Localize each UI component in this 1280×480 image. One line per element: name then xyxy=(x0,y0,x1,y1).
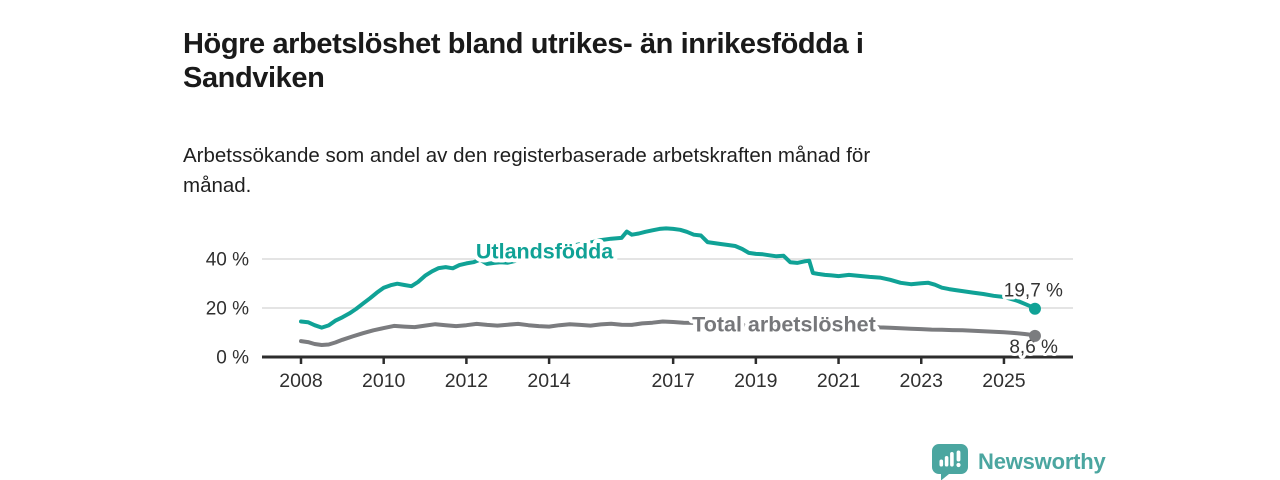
x-tick-label-2010: 2010 xyxy=(362,370,406,392)
x-tick-label-2025: 2025 xyxy=(982,370,1026,392)
utlandsf-dda-value-label: 19,7 % xyxy=(1004,281,1063,302)
newsworthy-logo: Newsworthy xyxy=(931,443,1106,480)
page-title-line2: Sandviken xyxy=(183,62,325,95)
y-tick-label-40: 40 % xyxy=(206,250,249,271)
y-tick-label-0: 0 % xyxy=(216,348,249,369)
newsworthy-logo-text: Newsworthy xyxy=(978,449,1106,474)
total-arbetsl-shet-series-label: Total arbetslöshet xyxy=(692,313,876,337)
total-arbetsl-shet-line xyxy=(299,319,1037,347)
page-title: Högre arbetslöshet bland utrikes- än inr… xyxy=(183,27,864,95)
x-tick-label-2021: 2021 xyxy=(817,370,860,392)
utlandsf-dda-end-dot xyxy=(1028,302,1041,315)
chart-subtitle-line2: månad. xyxy=(183,173,252,197)
utlandsf-dda-line xyxy=(299,226,1037,330)
total-arbetsl-shet-end-dot xyxy=(1028,329,1041,342)
x-tick-label-2019: 2019 xyxy=(734,370,777,392)
chart-subtitle: Arbetssökande som andel av den registerb… xyxy=(183,141,870,201)
unemployment-line-chart: 0 % 20 % 40 % 2008 2010 2012 2014 2017 2019 2021 2… xyxy=(206,226,1073,392)
x-tick-label-2008: 2008 xyxy=(279,370,322,392)
page-title-line1: Högre arbetslöshet bland utrikes- än inr… xyxy=(183,28,864,61)
x-tick-label-2014: 2014 xyxy=(527,370,571,392)
y-tick-label-20: 20 % xyxy=(206,299,249,320)
x-tick-label-2012: 2012 xyxy=(445,370,488,392)
bar-chart-speech-bubble-icon xyxy=(932,444,968,480)
x-tick-label-2017: 2017 xyxy=(651,370,694,392)
utlandsf-dda-series-label: Utlandsfödda xyxy=(476,240,614,264)
x-tick-label-2023: 2023 xyxy=(900,370,943,392)
chart-subtitle-line1: Arbetssökande som andel av den registerb… xyxy=(183,143,871,167)
